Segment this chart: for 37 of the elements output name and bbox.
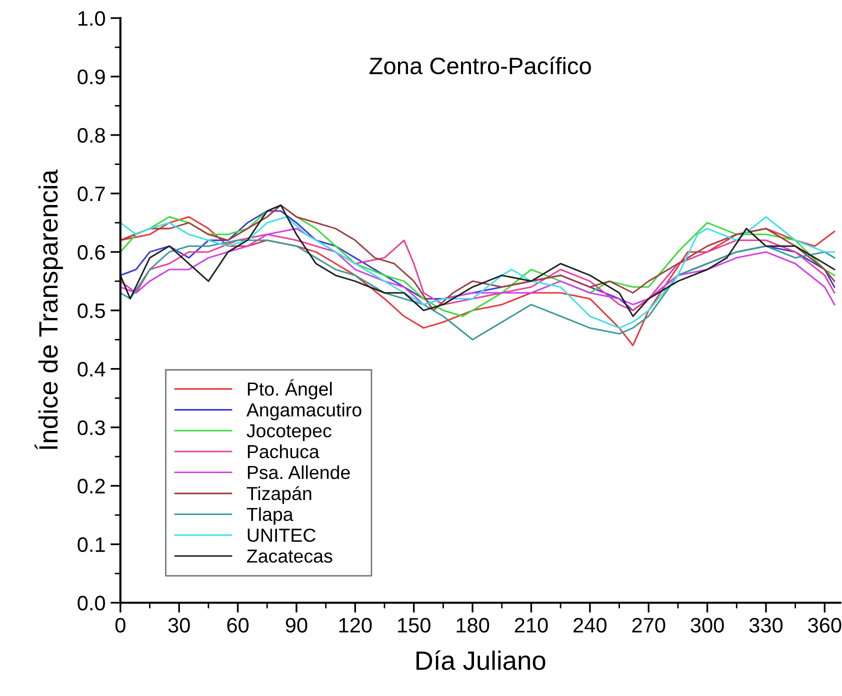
y-tick-label: 0.7 [78, 186, 105, 202]
y-tick-label: 1.0 [78, 11, 106, 26]
x-tick-label: 360 [808, 618, 842, 633]
x-tick-label: 210 [514, 618, 548, 633]
legend-label: UNITEC [248, 528, 316, 542]
x-tick-label: 90 [286, 618, 308, 633]
y-tick-label: 0.6 [78, 244, 105, 260]
x-tick-label: 0 [115, 618, 126, 633]
text: Zona Centro-Pacífico [370, 56, 591, 74]
x-tick-label: 30 [168, 618, 190, 633]
legend-label: Jocotepec [246, 424, 332, 442]
x-tick-label: 150 [398, 618, 430, 633]
y-tick-label: 0.8 [78, 128, 105, 143]
y-tick-label: 0.3 [78, 420, 105, 436]
legend-label: Tizapán [246, 486, 312, 504]
y-tick-label: 0.4 [78, 362, 106, 377]
legend-label: Tlapa [246, 507, 294, 525]
x-tick-label: 120 [339, 618, 372, 633]
x-tick-label: 330 [749, 618, 783, 633]
legend-label: Pachuca [248, 444, 320, 458]
y-tick-label: 0.2 [78, 478, 105, 494]
legend-label: Angamacutiro [246, 402, 362, 420]
legend-label: Zacatecas [246, 550, 332, 563]
y-tick-label: 0.9 [78, 70, 105, 84]
y-tick-label: 0.1 [78, 537, 105, 552]
legend-label: Pto. Ángel [248, 379, 332, 400]
x-tick-label: 270 [632, 618, 666, 633]
legend-label: Psa. Allende [248, 465, 350, 480]
x-tick-label: 180 [456, 618, 490, 633]
x-tick-label: 60 [227, 618, 249, 633]
y-tick-label: 0.5 [78, 303, 105, 318]
line-series [120, 239, 836, 340]
x-tick-label: 300 [690, 618, 724, 633]
x-axis-title: Día Juliano [416, 650, 546, 670]
y-tick-label: 0.0 [78, 596, 106, 610]
x-tick-label: 240 [574, 618, 606, 633]
y-axis-title: Índice de Transparencia [34, 170, 63, 450]
